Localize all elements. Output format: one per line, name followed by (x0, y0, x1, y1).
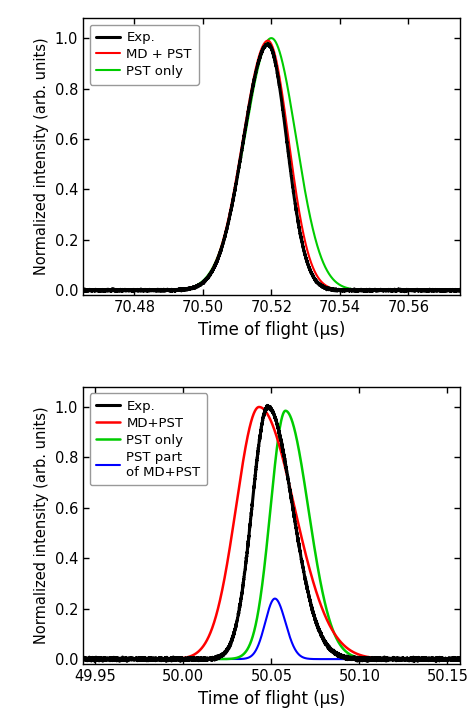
Exp. (390, 286, 396, 295)
PST only (325, 611, 331, 620)
PST only (306, 208, 312, 216)
Exp. (361, 653, 367, 662)
PST part
of MD+PST (457, 655, 463, 663)
Exp. (433, 657, 439, 666)
Line: PST only: PST only (83, 38, 460, 290)
Exp. (361, 286, 367, 295)
Exp. (457, 654, 463, 663)
Exp. (325, 284, 331, 293)
MD + PST (457, 286, 463, 294)
PST only (325, 268, 331, 276)
Y-axis label: Normalized intensity (arb. units): Normalized intensity (arb. units) (34, 406, 49, 644)
Exp. (224, 224, 230, 233)
Line: MD + PST: MD + PST (83, 41, 460, 290)
MD + PST (80, 286, 86, 294)
Y-axis label: Normalized intensity (arb. units): Normalized intensity (arb. units) (34, 38, 49, 276)
Exp. (457, 286, 463, 295)
Exp. (264, 401, 270, 410)
PST only (390, 655, 396, 663)
MD + PST (361, 286, 367, 294)
PST only (268, 34, 274, 42)
Legend: Exp., MD + PST, PST only: Exp., MD + PST, PST only (90, 24, 199, 85)
Line: Exp.: Exp. (83, 44, 460, 292)
PST only (361, 654, 367, 663)
PST part
of MD+PST (361, 655, 367, 663)
MD+PST (361, 652, 367, 661)
MD+PST (457, 655, 463, 663)
PST only (283, 406, 288, 415)
Exp. (306, 262, 312, 271)
Text: (a): (a) (92, 27, 121, 45)
PST only (148, 286, 154, 294)
Exp. (265, 39, 271, 48)
PST only (224, 655, 230, 663)
PST only (457, 286, 463, 294)
Exp. (148, 654, 154, 663)
PST only (457, 655, 463, 663)
MD+PST (148, 655, 154, 663)
Exp. (390, 655, 396, 663)
Exp. (402, 287, 408, 296)
MD + PST (325, 282, 331, 291)
MD + PST (265, 37, 271, 45)
PST part
of MD+PST (390, 655, 396, 663)
Legend: Exp., MD+PST, PST only, PST part
of MD+PST: Exp., MD+PST, PST only, PST part of MD+P… (90, 393, 207, 485)
Exp. (224, 647, 230, 656)
MD+PST (325, 618, 331, 627)
Line: Exp.: Exp. (83, 406, 460, 661)
Exp. (80, 655, 86, 663)
MD + PST (224, 221, 230, 230)
PST part
of MD+PST (272, 595, 278, 603)
PST only (361, 286, 367, 294)
Exp. (80, 286, 86, 294)
MD+PST (80, 655, 86, 663)
Exp. (325, 642, 331, 651)
PST only (224, 223, 230, 231)
MD+PST (256, 403, 262, 411)
PST part
of MD+PST (224, 655, 230, 663)
PST part
of MD+PST (325, 655, 331, 663)
PST part
of MD+PST (80, 655, 86, 663)
MD+PST (390, 655, 396, 663)
X-axis label: Time of flight (μs): Time of flight (μs) (198, 321, 345, 339)
MD + PST (390, 286, 396, 294)
PST only (390, 286, 396, 294)
PST part
of MD+PST (306, 655, 312, 663)
Line: PST part
of MD+PST: PST part of MD+PST (83, 599, 460, 659)
Line: MD+PST: MD+PST (83, 407, 460, 659)
PST only (80, 655, 86, 663)
Exp. (148, 286, 154, 295)
PST only (306, 508, 312, 517)
MD+PST (224, 561, 230, 569)
MD+PST (306, 563, 312, 572)
PST only (80, 286, 86, 294)
X-axis label: Time of flight (μs): Time of flight (μs) (198, 689, 345, 707)
Text: (b): (b) (92, 395, 122, 413)
MD + PST (148, 286, 154, 294)
Exp. (306, 592, 312, 600)
PST only (148, 655, 154, 663)
Line: PST only: PST only (83, 411, 460, 659)
PST part
of MD+PST (148, 655, 154, 663)
MD + PST (306, 252, 312, 261)
